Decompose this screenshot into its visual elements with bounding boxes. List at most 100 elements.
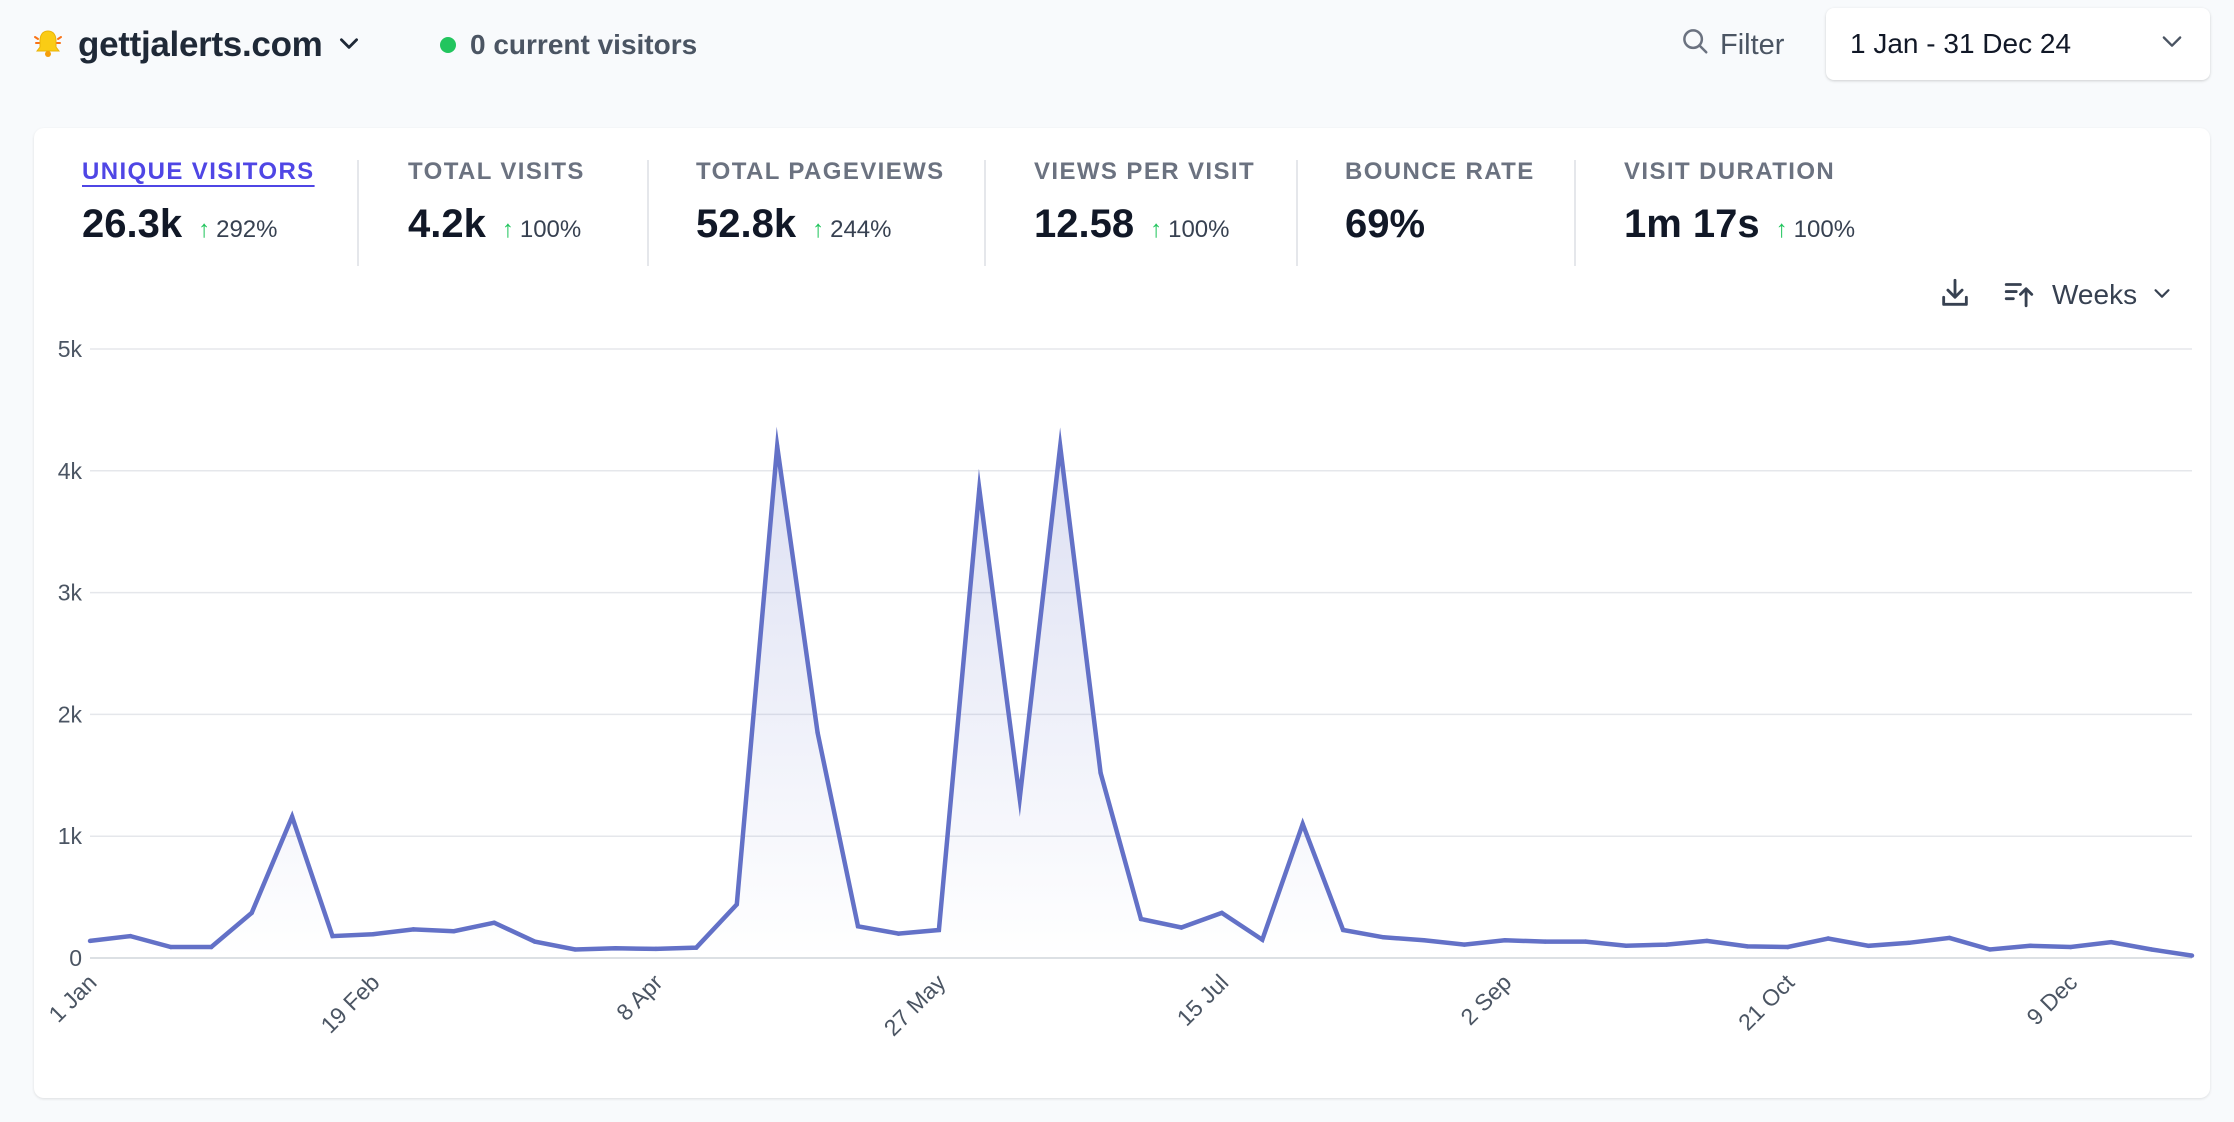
series-line [89, 426, 2193, 958]
x-tick-label: 27 May [879, 969, 951, 1041]
x-tick-label: 19 Feb [315, 969, 384, 1038]
data-point [87, 938, 93, 944]
data-point [2108, 939, 2114, 945]
data-point [1947, 935, 1952, 941]
data-point [289, 814, 295, 819]
metric-label: UNIQUE VISITORS [82, 158, 315, 185]
data-point [370, 932, 376, 937]
data-point [1906, 940, 1912, 945]
filter-label: Filter [1720, 28, 1785, 61]
metric-change: ↑ 244% [812, 216, 891, 244]
data-point [694, 945, 699, 950]
search-icon [1680, 26, 1710, 64]
data-point [168, 944, 174, 950]
data-point [411, 927, 416, 932]
chevron-down-icon [336, 30, 362, 61]
data-point [2068, 944, 2073, 950]
data-point [209, 944, 214, 950]
interval-select[interactable]: Weeks [2052, 274, 2173, 316]
data-point [1138, 916, 1144, 922]
x-axis-ticks: 1 Jan 19 Feb 8 Apr 27 May 15 Jul 2 Sep 21 Oct 9… [43, 969, 2082, 1041]
metric-value: 26.3k [82, 202, 183, 246]
metric-label: TOTAL VISITS [408, 158, 585, 185]
grid [90, 348, 2192, 959]
data-point [1260, 937, 1265, 942]
data-point [1219, 910, 1225, 916]
data-point [977, 486, 982, 492]
data-point [2189, 953, 2195, 958]
x-tick-label: 2 Sep [1455, 969, 1516, 1030]
sort-up-icon[interactable] [2002, 276, 2036, 315]
date-range-picker[interactable]: 1 Jan - 31 Dec 24 [1826, 8, 2210, 80]
data-point [734, 902, 739, 907]
metric-label: VIEWS PER VISIT [1034, 158, 1256, 185]
metric-change-value: 100% [1793, 216, 1856, 243]
data-point [1583, 939, 1588, 944]
data-point [532, 939, 537, 944]
data-point [1017, 796, 1022, 801]
arrow-up-icon: ↑ [812, 216, 825, 243]
data-point [128, 933, 133, 939]
metric-total-visits[interactable]: TOTAL VISITS 4.2k ↑ 100% [408, 158, 585, 298]
data-point [2028, 943, 2033, 949]
arrow-up-icon: ↑ [501, 216, 514, 243]
metric-change-value: 292% [216, 216, 278, 243]
x-tick-label: 9 Dec [2021, 969, 2082, 1030]
metric-change: ↑ 100% [1776, 216, 1855, 244]
chevron-down-icon [2158, 27, 2186, 62]
metric-views-per-visit[interactable]: VIEWS PER VISIT 12.58 ↑ 100% [1034, 158, 1255, 298]
data-point [1987, 947, 1993, 952]
data-point [1785, 944, 1790, 950]
data-point [613, 946, 618, 951]
metric-total-pageviews[interactable]: TOTAL PAGEVIEWS 52.8k ↑ 244% [696, 158, 945, 298]
filter-button[interactable]: Filter [1680, 22, 1784, 68]
data-point [330, 933, 335, 939]
series-area [90, 446, 2192, 958]
data-point [1421, 938, 1427, 943]
site-switcher[interactable]: gettjalerts.com [32, 20, 362, 70]
data-point [1825, 936, 1831, 941]
bell-icon [32, 27, 64, 64]
download-icon[interactable] [1938, 276, 1972, 315]
metric-value: 4.2k [408, 202, 486, 246]
data-point [1300, 821, 1305, 827]
metric-value: 12.58 [1034, 202, 1135, 246]
divider [647, 160, 649, 266]
metric-change: ↑ 100% [1150, 216, 1229, 244]
metric-unique-visitors[interactable]: UNIQUE VISITORS 26.3k ↑ 292% [82, 158, 315, 298]
top-bar: gettjalerts.com 0 current visitors Filte… [0, 0, 2234, 90]
y-tick-label: 3k [58, 580, 83, 606]
metric-change: ↑ 100% [502, 216, 581, 244]
metric-bounce-rate[interactable]: BOUNCE RATE 69% [1345, 158, 1535, 298]
metric-value: 69% [1345, 202, 1426, 246]
data-points [87, 444, 2195, 958]
current-visitors-label: 0 current visitors [470, 29, 698, 60]
metric-visit-duration[interactable]: VISIT DURATION 1m 17s ↑ 100% [1624, 158, 1855, 298]
data-point [815, 730, 820, 735]
data-point [1745, 944, 1750, 949]
data-point [1623, 943, 1629, 949]
data-point [1866, 943, 1871, 949]
x-tick-label: 8 Apr [611, 969, 668, 1026]
metric-value: 52.8k [696, 202, 797, 246]
metric-change-value: 100% [1168, 216, 1230, 243]
divider [1574, 160, 1576, 266]
arrow-up-icon: ↑ [198, 216, 211, 243]
chevron-down-icon [2151, 279, 2173, 311]
visitors-chart: 0 1k 2k 3k 4k 5k 1 Jan 19 Feb 8 Apr 27 May 15 Jul… [43, 336, 2195, 1041]
x-tick-label: 1 Jan [43, 969, 101, 1027]
site-name: gettjalerts.com [78, 25, 323, 64]
metric-change-value: 100% [519, 216, 582, 243]
metric-change: ↑ 292% [198, 216, 277, 244]
data-point [936, 927, 942, 933]
data-point [774, 444, 780, 449]
data-point [249, 910, 254, 916]
data-point [1381, 935, 1386, 940]
data-point [1543, 939, 1548, 944]
data-point [653, 946, 659, 952]
data-point [896, 931, 901, 936]
current-visitors[interactable]: 0 current visitors [440, 22, 697, 68]
stats-card: UNIQUE VISITORS 26.3k ↑ 292% TOTAL VISITS… [34, 128, 2210, 1098]
data-point [1340, 927, 1346, 933]
y-tick-label: 1k [58, 823, 83, 849]
